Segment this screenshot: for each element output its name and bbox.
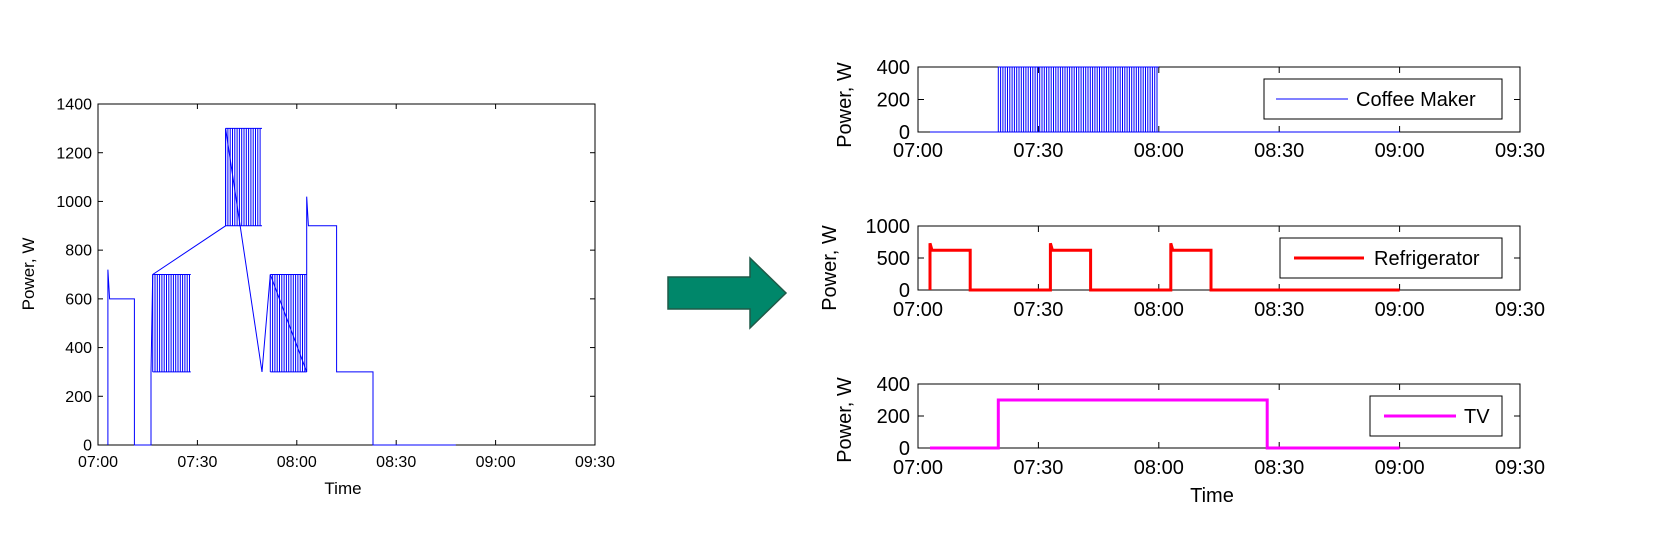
refrigerator-xtick-label: 08:00 bbox=[1134, 299, 1184, 321]
refrigerator-xtick-label: 09:30 bbox=[1495, 299, 1545, 321]
coffee-xtick-label: 08:00 bbox=[1134, 140, 1184, 162]
tv-legend-label: TV bbox=[1464, 406, 1490, 428]
aggregate-ytick-label: 600 bbox=[65, 291, 92, 308]
tv-ytick-label: 200 bbox=[877, 406, 910, 428]
coffee-xtick-label: 07:00 bbox=[893, 140, 943, 162]
aggregate-ylabel: Power, W bbox=[19, 238, 38, 311]
aggregate-ytick-label: 0 bbox=[83, 438, 92, 455]
tv-series-line bbox=[930, 398, 1400, 450]
refrigerator-legend: Refrigerator bbox=[1279, 237, 1503, 279]
tv-ytick-label: 400 bbox=[877, 374, 910, 396]
aggregate-ticks: 07:00 07:30 08:00 08:30 09:00 09:30 0 200 400 600… bbox=[56, 97, 615, 471]
aggregate-xtick-label: 07:00 bbox=[78, 454, 118, 471]
right-arrow-icon bbox=[667, 256, 788, 330]
tv-xtick-label: 07:00 bbox=[893, 457, 943, 479]
aggregate-ytick-label: 800 bbox=[65, 243, 92, 260]
refrigerator-ytick-label: 1000 bbox=[866, 216, 911, 238]
aggregate-ytick-label: 1000 bbox=[56, 194, 92, 211]
aggregate-xtick-label: 08:30 bbox=[376, 454, 416, 471]
refrigerator-series bbox=[928, 242, 1400, 292]
coffee-xtick-label: 09:00 bbox=[1375, 140, 1425, 162]
refrigerator-legend-label: Refrigerator bbox=[1374, 248, 1480, 270]
aggregate-ytick-label: 400 bbox=[65, 340, 92, 357]
coffee-xtick-label: 08:30 bbox=[1254, 140, 1304, 162]
aggregate-plot-frame bbox=[97, 103, 596, 446]
coffee-legend: Coffee Maker bbox=[1263, 78, 1503, 120]
tv-xtick-label: 09:00 bbox=[1375, 457, 1425, 479]
coffee-ytick-label: 400 bbox=[877, 57, 910, 79]
aggregate-ytick-label: 1400 bbox=[56, 97, 92, 114]
tv-chart: 07:00 07:30 08:00 08:30 09:00 09:30 0 200 400 TV… bbox=[834, 374, 1545, 507]
coffee-ytick-label: 200 bbox=[877, 90, 910, 112]
refrigerator-ytick-label: 0 bbox=[899, 280, 910, 302]
refrigerator-series-line bbox=[928, 242, 1400, 292]
aggregate-series-line bbox=[107, 128, 456, 446]
aggregate-xtick-label: 08:00 bbox=[277, 454, 317, 471]
coffee-oscillation-band bbox=[997, 66, 1159, 133]
tv-ticks: 07:00 07:30 08:00 08:30 09:00 09:30 0 200 400 bbox=[877, 374, 1545, 479]
coffee-ytick-label: 0 bbox=[899, 122, 910, 144]
coffee-xtick-label: 07:30 bbox=[1013, 140, 1063, 162]
aggregate-oscillation-band bbox=[269, 274, 307, 373]
tv-xtick-label: 09:30 bbox=[1495, 457, 1545, 479]
coffee-xtick-label: 09:30 bbox=[1495, 140, 1545, 162]
tv-xtick-label: 07:30 bbox=[1013, 457, 1063, 479]
tv-xlabel: Time bbox=[1190, 485, 1234, 507]
aggregate-series bbox=[107, 127, 456, 446]
coffee-maker-chart: 07:00 07:30 08:00 08:30 09:00 09:30 0 200 400 Co… bbox=[834, 57, 1545, 162]
refrigerator-xtick-label: 07:30 bbox=[1013, 299, 1063, 321]
aggregate-oscillation-band bbox=[225, 127, 263, 227]
refrigerator-ticks: 07:00 07:30 08:00 08:30 09:00 09:30 0 500 1000 bbox=[866, 216, 1546, 321]
tv-ytick-label: 0 bbox=[899, 438, 910, 460]
tv-xtick-label: 08:00 bbox=[1134, 457, 1184, 479]
coffee-ylabel: Power, W bbox=[834, 62, 856, 148]
refrigerator-ytick-label: 500 bbox=[877, 248, 910, 270]
refrigerator-xtick-label: 09:00 bbox=[1375, 299, 1425, 321]
aggregate-chart: 07:00 07:30 08:00 08:30 09:00 09:30 0 200 400 600… bbox=[19, 97, 615, 498]
coffee-ticks: 07:00 07:30 08:00 08:30 09:00 09:30 0 200 400 bbox=[877, 57, 1545, 162]
refrigerator-xtick-label: 08:30 bbox=[1254, 299, 1304, 321]
aggregate-ytick-label: 200 bbox=[65, 389, 92, 406]
refrigerator-chart: 07:00 07:30 08:00 08:30 09:00 09:30 0 500 1000 R… bbox=[819, 216, 1545, 321]
coffee-legend-label: Coffee Maker bbox=[1356, 89, 1476, 111]
tv-legend: TV bbox=[1369, 395, 1503, 437]
tv-series bbox=[930, 398, 1400, 450]
aggregate-xtick-label: 09:30 bbox=[575, 454, 615, 471]
coffee-series bbox=[930, 66, 1400, 133]
aggregate-oscillation-band bbox=[152, 274, 191, 373]
refrigerator-xtick-label: 07:00 bbox=[893, 299, 943, 321]
aggregate-xlabel: Time bbox=[324, 479, 361, 498]
aggregate-xtick-label: 09:00 bbox=[476, 454, 516, 471]
tv-xtick-label: 08:30 bbox=[1254, 457, 1304, 479]
tv-ylabel: Power, W bbox=[834, 377, 856, 463]
refrigerator-ylabel: Power, W bbox=[819, 225, 841, 311]
aggregate-xtick-label: 07:30 bbox=[177, 454, 217, 471]
aggregate-ytick-label: 1200 bbox=[56, 145, 92, 162]
